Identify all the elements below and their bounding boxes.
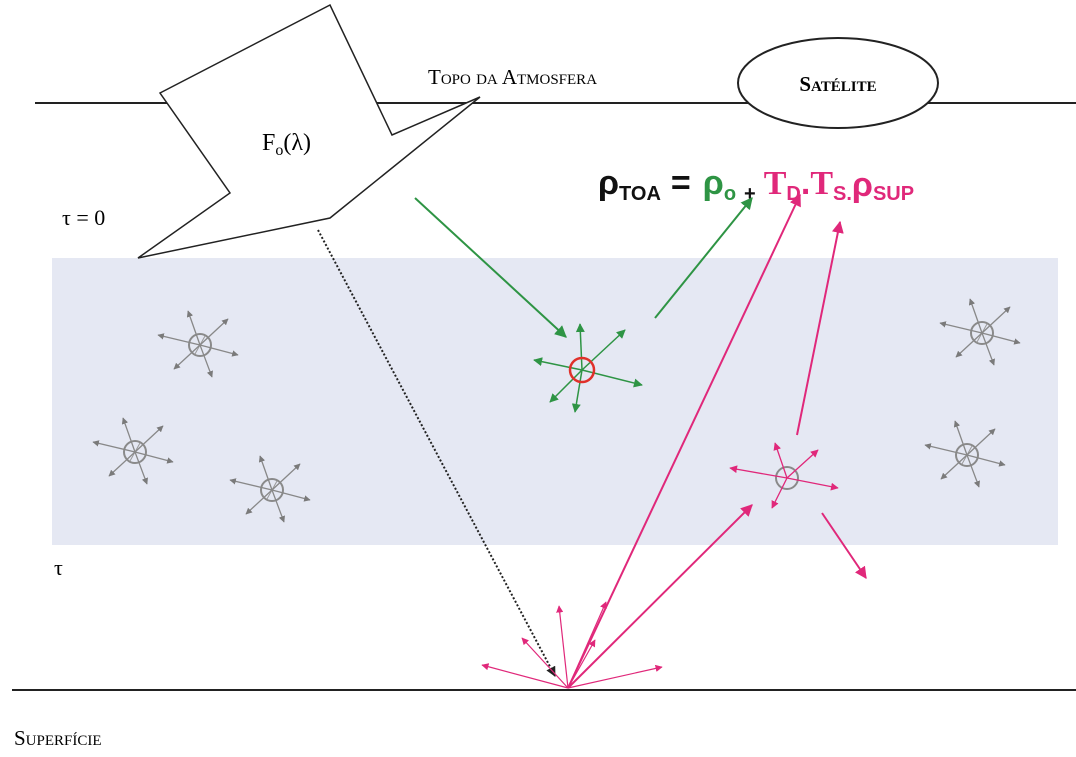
equation: ρTOA=ρo+TD.TS.ρSUP [598,164,914,205]
diagram: Topo da Atmosfera Satélite Fo(λ) τ = 0 τ… [0,0,1076,757]
satellite-label: Satélite [799,72,876,96]
tau-label: τ [54,555,63,580]
toa-label: Topo da Atmosfera [428,65,597,89]
aerosol-layer [52,258,1058,545]
tau0-label: τ = 0 [62,205,105,230]
flux-label: Fo(λ) [262,130,311,159]
surface-reflection [482,602,662,688]
surface-label: Superfície [14,726,102,750]
